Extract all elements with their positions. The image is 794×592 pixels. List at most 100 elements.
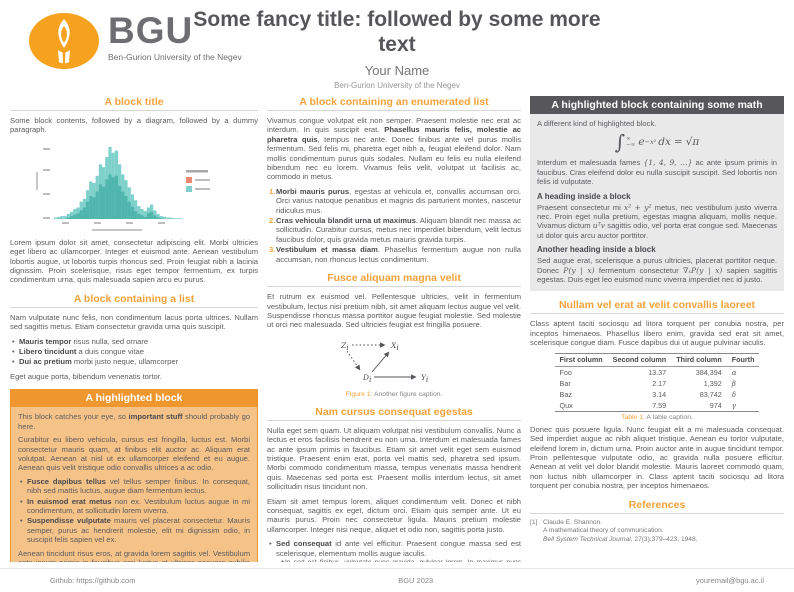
- bullet-marker: •: [20, 476, 23, 486]
- inline-math: {1, 4, 9, …}: [643, 158, 693, 168]
- inline-math: x² + y²: [623, 202, 652, 212]
- block-title-heading: A block title: [104, 96, 164, 108]
- table-cell: 13.37: [648, 367, 667, 377]
- list-item-text: In euismod erat metus non ex. Vestibulum…: [27, 497, 250, 516]
- table-row: Baz 3.14 83,742 δ: [555, 389, 760, 400]
- list-item: • In euismod erat metus non ex. Vestibul…: [18, 497, 250, 516]
- poster-affiliation: Ben-Gurion University of the Negev: [334, 80, 460, 90]
- table-cell: Qux: [554, 399, 608, 412]
- heading-rule: [10, 306, 259, 308]
- table-cell: 3.14: [652, 389, 667, 399]
- equation-result: √π: [685, 136, 700, 149]
- enum-marker: 3.: [269, 245, 276, 255]
- table-caption-label: Table 1:: [621, 413, 645, 421]
- list-item-text: Mauris tempor risus nulla, sed ornare: [19, 337, 258, 346]
- text-run: important stuff: [128, 412, 183, 422]
- inner-heading: Another heading inside a block: [537, 245, 656, 255]
- paragraph: Sed augue erat, scelerisque a purus ultr…: [537, 256, 777, 284]
- table-cell: 384,394: [695, 367, 722, 377]
- left-column: A block title Some block contents, follo…: [10, 96, 259, 562]
- table-cell: Foo: [559, 367, 572, 377]
- bgu-logo-icon: [29, 13, 99, 69]
- poster-author: Your Name: [364, 62, 430, 78]
- paragraph: Class aptent taciti sociosqu ad litora t…: [530, 319, 784, 348]
- table-header-cell: First column: [554, 352, 608, 367]
- table-cell: 2.17: [652, 378, 667, 388]
- dag-node-X: Xi: [390, 341, 399, 352]
- fusce-block-heading: Fusce aliquam magna velit: [327, 272, 461, 285]
- text-run: morbi justo neque, ullamcorper: [71, 357, 179, 367]
- histogram-bars: [54, 146, 183, 219]
- right-column: A highlighted block containing some math…: [530, 96, 784, 562]
- x-axis-smudges: [62, 221, 166, 231]
- paragraph: This block catches your eye, so importan…: [18, 412, 250, 431]
- text-run: Fusce dapibus tellus: [27, 476, 106, 486]
- dag-diagram-icon: Zi Xi Di Yi: [340, 341, 429, 384]
- text-run: a duis congue vitae: [76, 347, 144, 357]
- text-run: , egestas at vehicula et, convallis accu…: [276, 186, 522, 215]
- table-caption-text: A table caption.: [644, 413, 693, 421]
- text-run: should probably go here.: [18, 412, 251, 431]
- paragraph: Aenean tincidunt risus eros, at gravida …: [18, 548, 251, 562]
- lower-limit: −∞: [626, 142, 636, 149]
- list-item-text: Sed consequat id ante vel efficitur. Pra…: [276, 539, 521, 558]
- list-item: 3. Vestibulum et massa diam. Phasellus f…: [267, 245, 521, 264]
- text-run: , tempus nec ante. Donec finibus ante ve…: [267, 134, 522, 182]
- text-run: This block catches your eye, so: [18, 412, 129, 422]
- upper-limit: ∞: [626, 136, 631, 143]
- math-block: A highlighted block containing some math…: [530, 96, 784, 292]
- paragraph: Etiam sit amet tempus lorem, aliquet con…: [267, 496, 522, 534]
- table-cell: β: [731, 378, 736, 388]
- paragraph: Lorem ipsum dolor sit amet, consectetur …: [10, 237, 259, 285]
- table-cell: 1,392: [703, 378, 722, 388]
- text-run: non ex. Vestibulum luctus augue in mi co…: [27, 496, 251, 515]
- inline-math: P(y | x): [563, 265, 595, 275]
- sub-list-item-text: In sed est finibus, vulputate nunc gravi…: [285, 559, 521, 562]
- bullet-marker: •: [269, 539, 272, 549]
- text-run: Praesent consectetur mi: [537, 202, 624, 212]
- heading-rule: [267, 286, 522, 288]
- table-caption: Table 1: A table caption.: [530, 414, 784, 421]
- table-header-cell: Third column: [671, 352, 727, 367]
- list-item-text: Cras vehicula blandit urna ut maximus. A…: [276, 216, 521, 244]
- text-run: Cras vehicula blandit urna ut maximus: [276, 216, 416, 226]
- text-run: Vivamus congue volutpat elit non semper.…: [267, 116, 522, 135]
- paragraph: Donec quis posuere ligula. Nunc feugiat …: [530, 424, 784, 491]
- list-item: • Dui ac pretium morbi justo neque, ulla…: [10, 357, 258, 366]
- table-cell: 83,742: [699, 389, 722, 399]
- text-run: . Phasellus fermentum augue non nulla ac…: [276, 245, 522, 264]
- list-item-text: Morbi mauris purus, egestas at vehicula …: [276, 187, 521, 215]
- text-run: metus, nec vestibulum justo viverra nec.…: [537, 202, 778, 231]
- table-cell: 7.59: [607, 399, 672, 412]
- math-block-body: A different kind of highlighted block. ∫…: [530, 114, 784, 292]
- histogram-figure: [10, 140, 258, 234]
- integral-limits: ∞ −∞: [626, 136, 635, 149]
- inline-math: ∇ₓP(y | x): [683, 265, 723, 275]
- sub-bullet-list: ∗ In sed est finibus, vulputate nunc gra…: [277, 559, 521, 562]
- dag-node-D: Di: [362, 373, 372, 384]
- bgu-logo: BGU Ben-Gurion University of the Negev: [28, 11, 242, 70]
- poster-columns: A block title Some block contents, follo…: [0, 92, 794, 562]
- paragraph: Eget augue porta, bibendum venenatis tor…: [10, 371, 162, 381]
- enum-block-heading: A block containing an enumerated list: [299, 96, 489, 108]
- text-run: Sed consequat: [276, 539, 332, 549]
- table-row: Qux 7.59 974 γ: [554, 399, 760, 412]
- highlighted-block-body: This block catches your eye, so importan…: [10, 407, 259, 562]
- data-table: First column Second column Third column …: [554, 352, 760, 412]
- reference-journal: Bell System Technical Journal: [543, 535, 631, 543]
- poster-title: Some fancy title: followed by some more …: [193, 8, 601, 56]
- enumerated-list: 1. Morbi mauris purus, egestas at vehicu…: [267, 187, 521, 264]
- histogram-svg: [36, 146, 211, 231]
- table-header-cell: Fourth: [726, 352, 760, 367]
- inline-math: uᵀv: [592, 221, 606, 231]
- text-run: Vestibulum et massa diam: [276, 245, 378, 255]
- text-run: . Aliquam blandit nec massa ac sollicitu…: [276, 216, 522, 244]
- math-block-header: A highlighted block containing some math: [530, 96, 784, 114]
- dag-node-Y: Yi: [421, 373, 429, 384]
- exponent: −x²: [644, 138, 657, 147]
- text-run: risus nulla, sed ornare: [71, 336, 149, 346]
- equals-sign: =: [673, 136, 683, 149]
- enum-marker: 1.: [269, 186, 276, 196]
- paragraph: Interdum et malesuada fames {1, 4, 9, …}…: [537, 158, 777, 186]
- text-run: sapien sagittis egestas. Duis eget leo e…: [537, 265, 777, 285]
